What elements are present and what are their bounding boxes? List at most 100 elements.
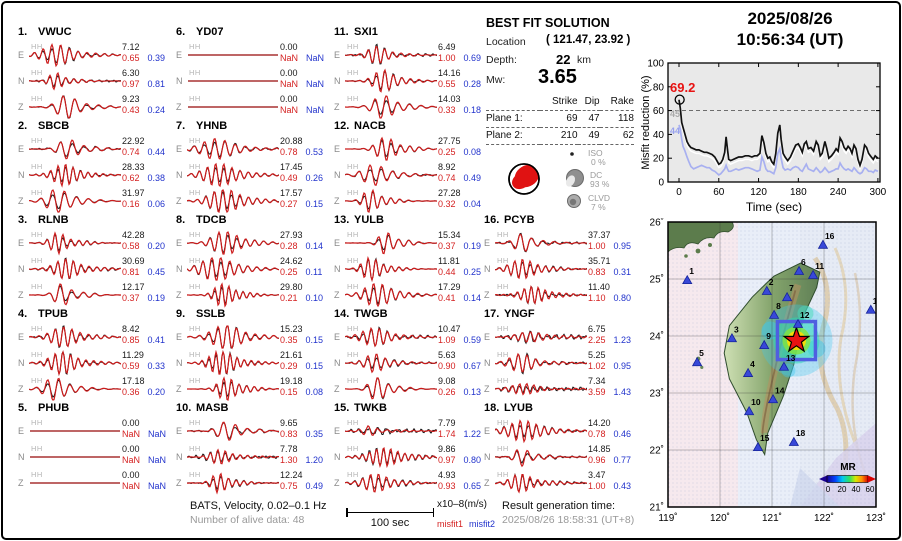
event-datetime: 2025/08/26 10:56:34 (UT) xyxy=(688,8,892,50)
band-label: HH xyxy=(189,230,201,239)
trace-row-Z: Z HH 17.57 0.27 0.15 xyxy=(176,188,332,214)
band-label: HH xyxy=(347,282,359,291)
location-value: ( 121.47, 23.92 ) xyxy=(546,34,631,46)
lon-tick-label: 119˚ xyxy=(658,512,677,524)
map-station-triangle-icon xyxy=(807,269,819,279)
band-label: HH xyxy=(497,470,509,479)
iso-icon xyxy=(570,152,574,156)
channel-label: Z xyxy=(484,384,490,394)
map-station-triangle-icon xyxy=(742,367,754,377)
waveform-VWUC-Z xyxy=(29,94,121,119)
iso-label: ISO xyxy=(588,148,603,158)
trace-values: 30.69 0.81 0.45 xyxy=(122,256,174,278)
lon-tick-label: 123˚ xyxy=(866,512,886,524)
lon-tick-label: 120˚ xyxy=(710,512,730,524)
map-station-triangle-icon xyxy=(865,304,876,314)
trace-row-Z: Z HH 11.40 1.10 0.80 xyxy=(484,282,640,308)
misfit2-value: 0.15 xyxy=(305,199,324,209)
misfit1-value: 0.15 xyxy=(280,387,298,397)
svg-text:60: 60 xyxy=(713,187,725,198)
channel-label: N xyxy=(484,358,491,368)
band-label: HH xyxy=(347,68,359,77)
misfit1-value: 0.83 xyxy=(280,429,298,439)
channel-label: E xyxy=(176,332,183,342)
trace-row-N: N HH 5.25 1.02 0.95 xyxy=(484,350,640,376)
misfit2-value: 0.10 xyxy=(305,293,324,303)
misfit1-value: 0.41 xyxy=(438,293,456,303)
trace-values: 7.79 1.74 1.22 xyxy=(438,418,490,440)
amplitude-value: 14.03 xyxy=(438,94,461,104)
dc-value: 93 % xyxy=(590,179,610,189)
misfit1-value: 0.62 xyxy=(122,173,140,183)
waveform-SXI1-N xyxy=(345,68,437,93)
svg-text:0: 0 xyxy=(676,187,682,198)
map-station-number: 17 xyxy=(873,296,883,306)
station-number: 17. xyxy=(484,308,500,320)
amplitude-value: 0.00 xyxy=(122,444,140,454)
svg-text:120: 120 xyxy=(750,187,767,198)
lat-tick-label: 23˚ xyxy=(650,388,664,400)
channel-label: E xyxy=(18,426,25,436)
channel-label: E xyxy=(176,144,183,154)
band-label: HH xyxy=(347,230,359,239)
trace-row-N: N HH 11.81 0.44 0.25 xyxy=(334,256,490,282)
misfit2-value: 0.24 xyxy=(147,105,166,115)
waveform-YD07-E xyxy=(188,54,278,56)
clvd-label: CLVD xyxy=(588,193,610,203)
station-block-YULB: 13. YULB E HH 15.34 0.37 0.19 N HH 11.81 0… xyxy=(334,214,490,308)
station-number: 15. xyxy=(334,402,350,414)
band-label: HH xyxy=(347,136,359,145)
waveform-SSLB-Z xyxy=(187,376,279,401)
waveform-YNGF-E xyxy=(495,330,587,345)
band-label: HH xyxy=(31,188,43,197)
waveform-SXI1-Z xyxy=(345,95,437,119)
station-number: 14. xyxy=(334,308,350,320)
channel-label: Z xyxy=(176,196,182,206)
amplitude-value: 31.97 xyxy=(122,188,145,198)
station-name: YD07 xyxy=(196,26,224,38)
trace-values: 0.00 NaN NaN xyxy=(280,94,332,116)
trace-row-N: N HH 17.45 0.49 0.26 xyxy=(176,162,332,188)
amplitude-value: 9.23 xyxy=(122,94,140,104)
lat-tick-label: 21˚ xyxy=(650,502,664,514)
misfit2-value: 0.65 xyxy=(463,481,482,491)
clvd-value: 7 % xyxy=(591,202,606,212)
channel-label: N xyxy=(176,452,183,462)
result-time-value: 2025/08/26 18:58:31 (UT+8) xyxy=(502,514,635,526)
colorbar-tick: 60 xyxy=(866,485,875,494)
waveform-NACB-N xyxy=(345,164,437,186)
map-station-number: 6 xyxy=(801,257,806,267)
misfit2-value: 0.49 xyxy=(463,173,482,183)
amplitude-value: 0.00 xyxy=(122,470,140,480)
amplitude-value: 22.92 xyxy=(122,136,145,146)
band-label: HH xyxy=(347,256,359,265)
misfit1-value: NaN xyxy=(280,79,299,89)
amplitude-value: 28.33 xyxy=(122,162,145,172)
amplitude-value: 12.17 xyxy=(122,282,145,292)
map-station-triangle-icon xyxy=(781,291,793,302)
amplitude-unit-label: x10–8(m/s) xyxy=(437,499,488,510)
misfit1-value: 1.00 xyxy=(588,241,606,251)
misfit1-value: 0.58 xyxy=(122,241,140,251)
svg-text:80: 80 xyxy=(653,82,665,93)
misfit2-value: NaN xyxy=(306,105,325,115)
clvd-icon xyxy=(567,194,581,208)
channel-label: N xyxy=(334,358,341,368)
trace-values: 0.00 NaN NaN xyxy=(122,444,174,466)
waveform-MASB-E xyxy=(187,421,279,441)
station-block-SSLB: 9. SSLB E HH 15.23 0.35 0.15 N HH 21.61 0.… xyxy=(176,308,332,401)
y-axis-label: Misfit reduction (%) xyxy=(640,75,652,169)
misfit2-value: 0.59 xyxy=(463,335,482,345)
amplitude-value: 7.34 xyxy=(588,376,606,386)
waveform-TPUB-Z xyxy=(29,377,121,401)
amplitude-value: 9.08 xyxy=(438,376,456,386)
misfit1-value: 0.44 xyxy=(438,267,456,277)
amplitude-value: 14.16 xyxy=(438,68,461,78)
map-station-number: 2 xyxy=(769,277,774,287)
trace-row-N: N HH 35.71 0.83 0.31 xyxy=(484,256,640,282)
x-axis-label: Time (sec) xyxy=(746,200,802,214)
misfit1-value: 0.28 xyxy=(280,241,298,251)
misfit1-value: 0.97 xyxy=(438,455,456,465)
waveform-YHNB-N xyxy=(187,162,279,188)
